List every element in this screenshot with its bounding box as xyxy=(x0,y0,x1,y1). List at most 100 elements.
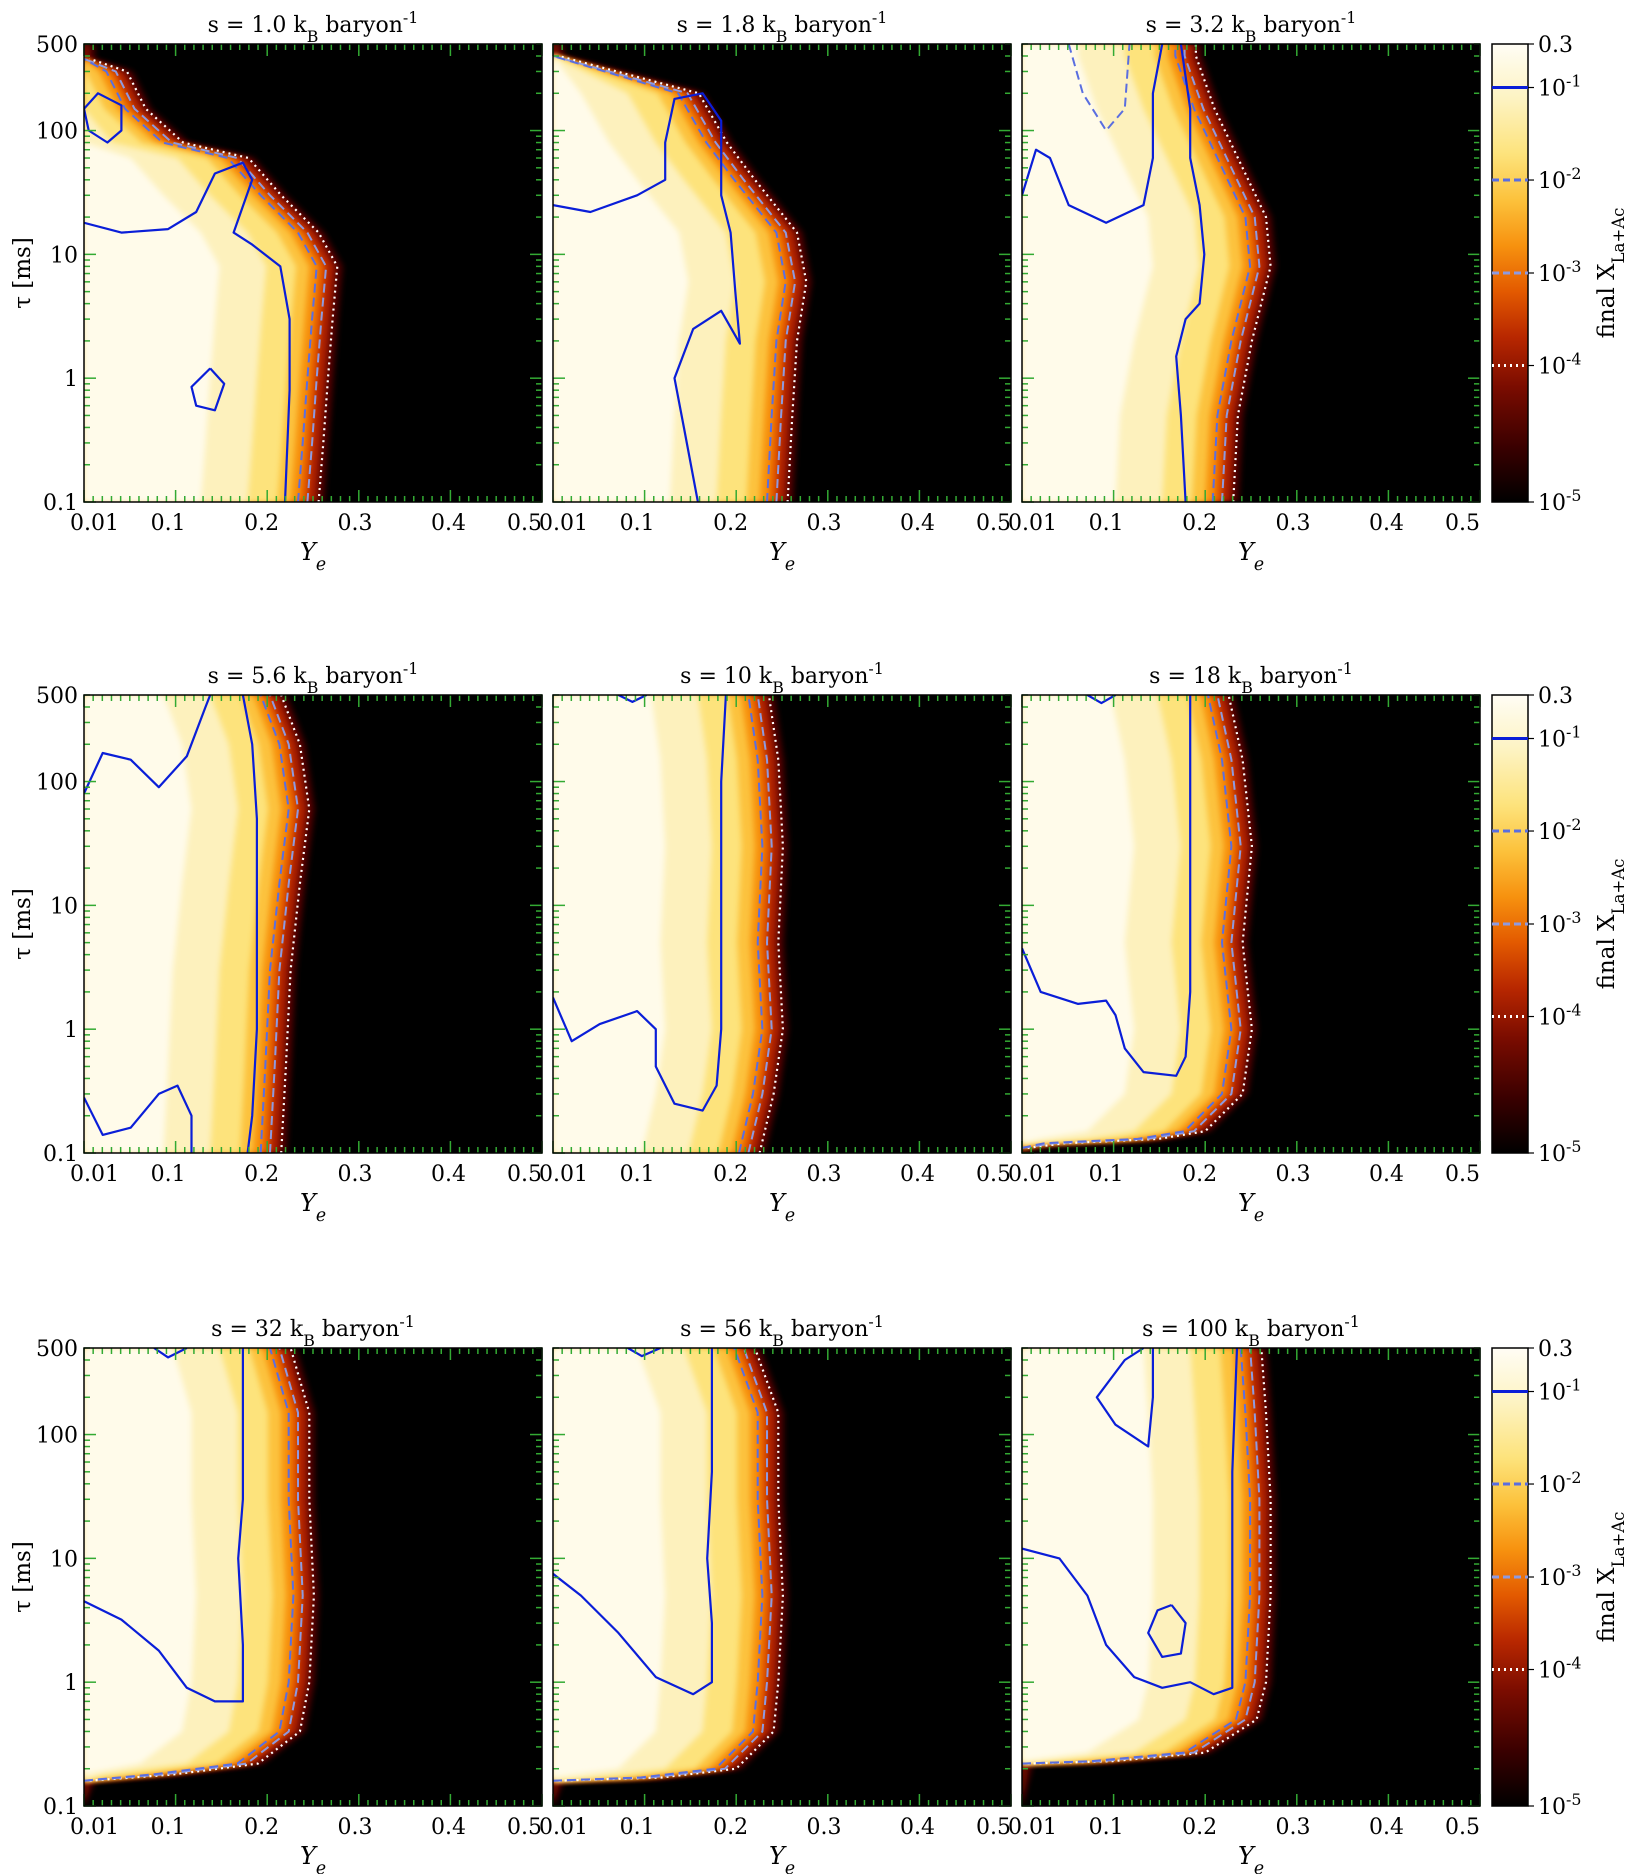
colorbar-tick-label: 10-4 xyxy=(1538,1000,1581,1031)
contour-1e-4 xyxy=(558,54,808,502)
x-tick-label: 0.1 xyxy=(1089,511,1124,536)
colorbar-row-2: 0.3 10-1 10-2 10-3 10-4 10-5 final XLa+Ac xyxy=(1491,684,1628,1167)
x-axis-label: Ye xyxy=(1238,1189,1264,1226)
x-axis-label: Ye xyxy=(1238,1842,1264,1874)
abundance-band xyxy=(84,44,220,502)
panel-title: s = 100 kB baryon-1 xyxy=(1142,1312,1360,1350)
panel-title: s = 5.6 kB baryon-1 xyxy=(208,659,419,697)
panel-frame xyxy=(83,1347,543,1807)
x-tick-label: 0.1 xyxy=(151,511,186,536)
y-tick-label: 0.1 xyxy=(43,491,78,516)
panel-10: s = 10 kB baryon-1 0.01 0.1 0.2 0.3 0.4 0.5 Ye xyxy=(539,659,1012,1226)
panel-3_2: s = 3.2 kB baryon-1 0.01 0.1 0.2 0.3 0.4 0.5 Ye xyxy=(1008,8,1481,575)
x-tick-label: 0.5 xyxy=(1445,1815,1480,1840)
heatmap-area xyxy=(553,44,1011,502)
minor-ticks xyxy=(1021,694,1481,1154)
abundance-band xyxy=(1022,695,1135,1153)
contour-1e-1 xyxy=(617,695,647,703)
x-tick-label: 0.4 xyxy=(431,1162,466,1187)
contour-1e-1 xyxy=(1086,695,1117,705)
x-tick-label: 0.4 xyxy=(900,1162,935,1187)
x-tick-label: 0.5 xyxy=(507,1162,542,1187)
panel-1_0: s = 1.0 kB baryon-10.01 0.1 0.2 0.3 0.4 0.5Ye… xyxy=(10,8,543,575)
x-tick-label: 0.5 xyxy=(507,1815,542,1840)
contour-1e-3 xyxy=(269,695,300,1153)
x-axis-label: Ye xyxy=(300,538,326,575)
contour-1e-4 xyxy=(558,1348,785,1782)
contour-1e-4 xyxy=(89,57,339,502)
colorbar-row-3: 0.3 10-1 10-2 10-3 10-4 10-5 final XLa+Ac xyxy=(1491,1337,1628,1821)
contour-1e-1 xyxy=(553,695,727,1112)
colorbar-tick-label: 0.3 xyxy=(1538,684,1573,709)
contour-1e-2 xyxy=(738,695,764,1153)
contour-1e-1 xyxy=(241,695,258,1153)
x-tick-label: 0.3 xyxy=(807,1815,842,1840)
x-axis-label: Ye xyxy=(769,1189,795,1226)
x-axis-label: Ye xyxy=(769,1842,795,1874)
contour-1e-1 xyxy=(1022,44,1164,224)
contour-1e-2 xyxy=(84,1348,295,1782)
contour-1e-3 xyxy=(553,1348,773,1782)
panel-title: s = 56 kB baryon-1 xyxy=(680,1312,884,1350)
y-tick-label: 0.1 xyxy=(43,1795,78,1820)
x-tick-label: 0.1 xyxy=(1089,1162,1124,1187)
abundance-band xyxy=(553,44,689,502)
panel-frame xyxy=(1021,1347,1481,1807)
x-tick-label: 0.2 xyxy=(1182,511,1217,536)
colorbar-tick-label: 0.3 xyxy=(1538,33,1573,58)
contour-1e-3 xyxy=(553,55,797,502)
contour-1e-1 xyxy=(84,161,291,502)
x-tick-label: 0.01 xyxy=(539,511,588,536)
panel-title: s = 10 kB baryon-1 xyxy=(680,659,884,697)
x-tick-label: 0.01 xyxy=(70,511,119,536)
x-tick-label: 0.3 xyxy=(1276,511,1311,536)
x-tick-label: 0.5 xyxy=(1445,1162,1480,1187)
x-tick-label: 0.5 xyxy=(507,511,542,536)
contour-1e-2 xyxy=(553,55,787,502)
x-tick-label: 0.1 xyxy=(620,511,655,536)
x-tick-label: 0.4 xyxy=(1369,1815,1404,1840)
contour-1e-4 xyxy=(1194,44,1272,502)
x-tick-label: 0.2 xyxy=(713,511,748,536)
x-tick-label: 0.01 xyxy=(70,1815,119,1840)
x-tick-label: 0.01 xyxy=(1008,1162,1057,1187)
colorbar-tick-label: 10-3 xyxy=(1538,1561,1581,1592)
y-tick-label: 500 xyxy=(36,684,78,709)
contour-1e-1 xyxy=(190,367,226,412)
panel-title: s = 18 kB baryon-1 xyxy=(1149,659,1353,697)
x-tick-label: 0.1 xyxy=(151,1815,186,1840)
heatmap-area xyxy=(553,695,1011,1153)
panel-title: s = 1.0 kB baryon-1 xyxy=(208,8,419,46)
abundance-band xyxy=(84,1348,197,1806)
colorbar-tick-label: 10-5 xyxy=(1538,1790,1581,1821)
y-tick-label: 100 xyxy=(36,120,78,145)
panel-title: s = 32 kB baryon-1 xyxy=(211,1312,415,1350)
panel-1_8: s = 1.8 kB baryon-1 0.01 0.1 0.2 0.3 0.4 0.5 Ye xyxy=(539,8,1012,575)
x-tick-label: 0.4 xyxy=(431,511,466,536)
contour-1e-4 xyxy=(1027,1348,1272,1765)
y-axis-label: τ [ms] xyxy=(10,237,36,309)
x-axis-label: Ye xyxy=(769,538,795,575)
contour-1e-1 xyxy=(1175,44,1206,502)
x-tick-label: 0.3 xyxy=(338,511,373,536)
contour-1e-1 xyxy=(553,1348,713,1696)
contour-1e-4 xyxy=(758,695,785,1153)
x-tick-label: 0.4 xyxy=(900,511,935,536)
panel-frame xyxy=(83,43,543,503)
x-tick-label: 0.2 xyxy=(713,1815,748,1840)
colorbar-label: final XLa+Ac xyxy=(1594,208,1628,339)
x-tick-label: 0.3 xyxy=(338,1815,373,1840)
panel-frame xyxy=(552,694,1012,1154)
y-tick-label: 100 xyxy=(36,771,78,796)
contour-1e-4 xyxy=(280,695,311,1153)
contour-1e-2 xyxy=(1067,44,1131,132)
abundance-band xyxy=(84,695,192,1153)
minor-ticks xyxy=(83,1347,543,1807)
contour-1e-1 xyxy=(84,695,212,794)
minor-ticks xyxy=(1021,1347,1481,1807)
y-tick-label: 10 xyxy=(50,894,78,919)
contour-1e-2 xyxy=(1022,1348,1252,1765)
colorbar-tick-label: 10-3 xyxy=(1538,908,1581,939)
heatmap-area xyxy=(1022,1348,1480,1806)
x-tick-label: 0.3 xyxy=(1276,1815,1311,1840)
